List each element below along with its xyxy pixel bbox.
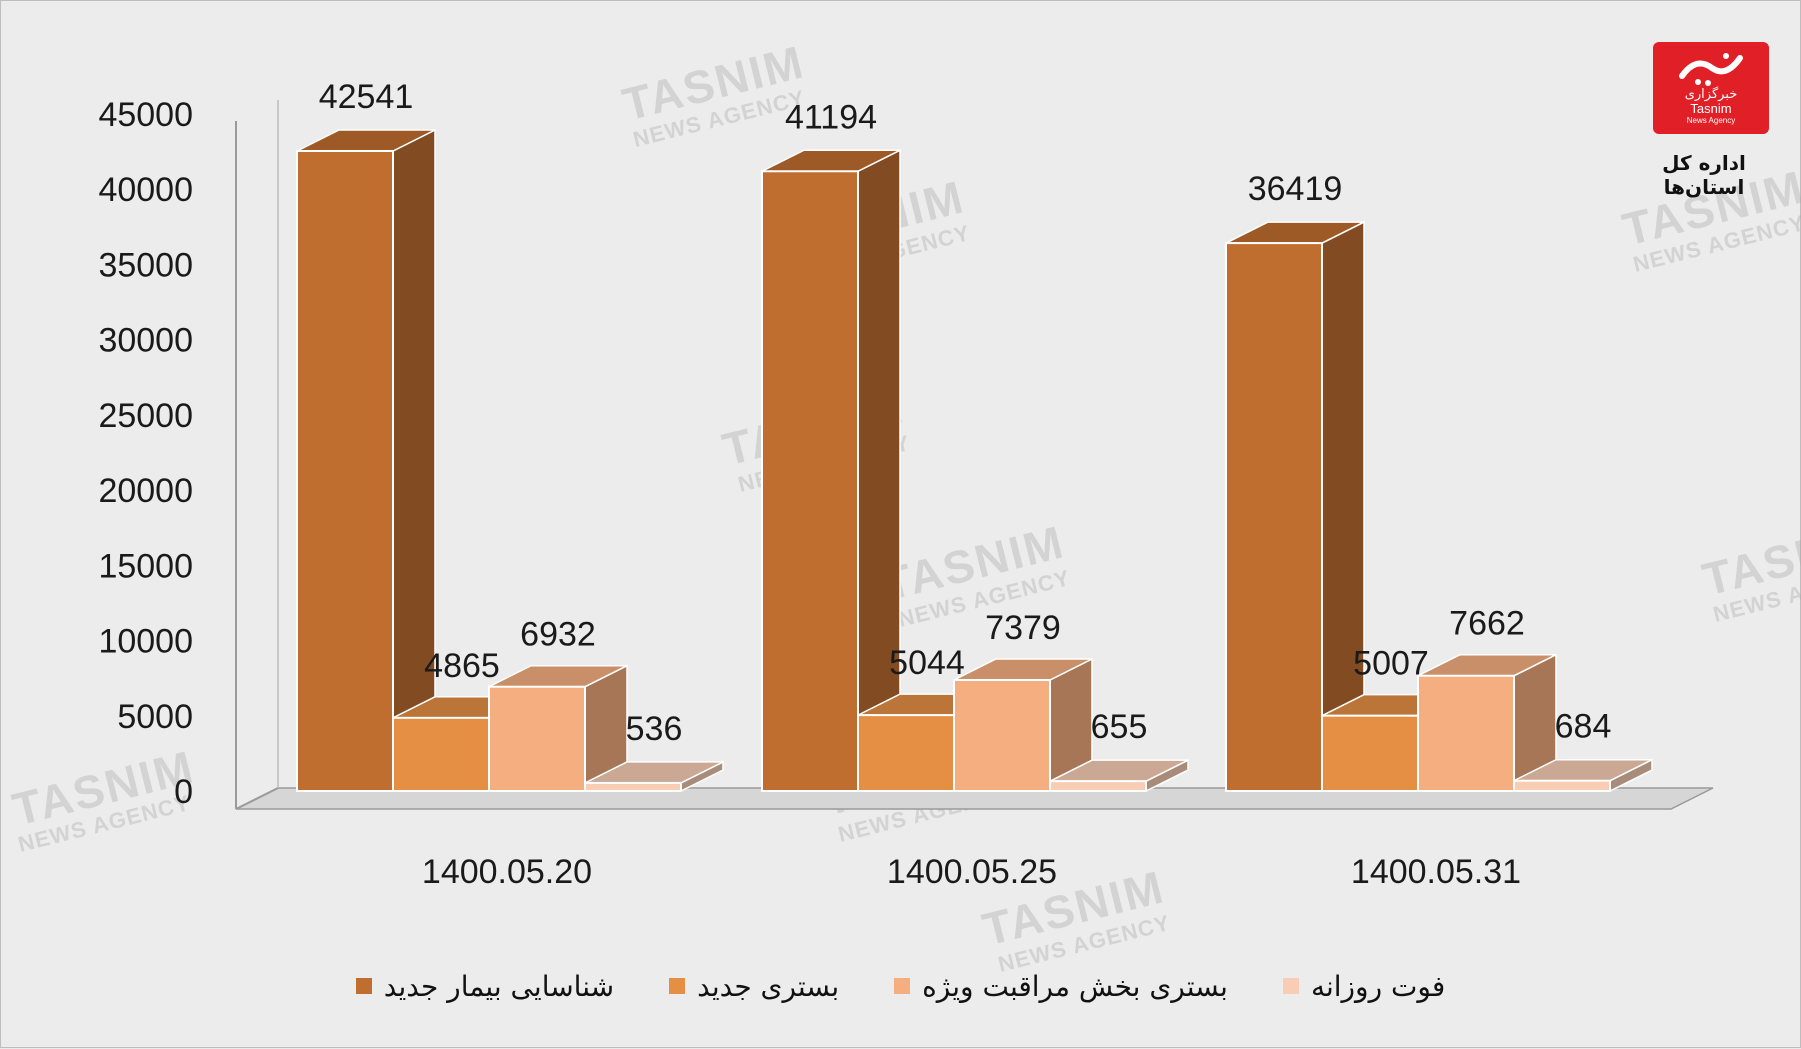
data-label: 36419	[1248, 170, 1343, 208]
data-label: 684	[1555, 708, 1612, 746]
bar	[1513, 779, 1611, 792]
bar	[296, 149, 394, 793]
bar	[1417, 674, 1515, 793]
floor-edge	[235, 787, 279, 810]
data-label: 536	[626, 710, 683, 748]
legend-label: شناسایی بیمار جدید	[383, 969, 615, 1003]
data-label: 6932	[520, 616, 596, 654]
y-tick-label: 15000	[98, 547, 193, 585]
data-label: 7379	[985, 609, 1061, 647]
publisher-caption: اداره کل استان‌ها	[1662, 151, 1746, 199]
y-tick-label: 35000	[98, 246, 193, 284]
tasnim-calligraphy-icon	[1679, 53, 1743, 86]
legend-swatch	[1282, 978, 1299, 994]
data-label: 4865	[424, 647, 500, 685]
legend-item-new-hospitalized: بستری جدید	[669, 961, 839, 1011]
legend-label: بستری جدید	[697, 969, 840, 1003]
bar-side	[857, 149, 901, 793]
logo-text-fa: خبرگزاری	[1684, 87, 1738, 102]
data-label: 42541	[319, 78, 414, 116]
x-category-label: 1400.05.20	[422, 853, 592, 891]
bar	[584, 781, 682, 792]
y-tick-label: 20000	[98, 472, 193, 510]
tasnim-logo-icon: خبرگزاری Tasnim News Agency	[1653, 42, 1769, 134]
chart-legend: شناسایی بیمار جدید بستری جدید بستری بخش …	[1, 961, 1800, 1011]
bar	[953, 678, 1051, 793]
data-label: 5044	[889, 644, 965, 682]
legend-swatch	[355, 978, 372, 994]
bar	[1225, 242, 1323, 792]
legend-label: فوت روزانه	[1310, 969, 1446, 1003]
data-label: 5007	[1353, 645, 1429, 683]
y-tick-label: 0	[174, 773, 193, 811]
legend-swatch	[894, 978, 911, 994]
legend-item-daily-deaths: فوت روزانه	[1282, 961, 1446, 1011]
logo-subtext: News Agency	[1686, 116, 1736, 125]
legend-item-new-cases: شناسایی بیمار جدید	[355, 961, 615, 1011]
data-label: 7662	[1449, 605, 1525, 643]
bar	[1049, 780, 1147, 792]
x-category-label: 1400.05.31	[1351, 853, 1521, 891]
data-label: 41194	[785, 98, 877, 136]
y-tick-label: 30000	[98, 322, 193, 360]
data-label: 655	[1091, 708, 1148, 746]
bar	[392, 716, 490, 792]
bar	[857, 714, 955, 793]
bar	[1321, 714, 1419, 793]
x-category-label: 1400.05.25	[887, 853, 1057, 891]
legend-label: بستری بخش مراقبت ویژه	[922, 969, 1228, 1003]
y-tick-label: 40000	[98, 171, 193, 209]
bar	[761, 170, 859, 792]
legend-swatch	[669, 978, 686, 994]
bar	[488, 685, 586, 792]
y-tick-label: 10000	[98, 623, 193, 661]
y-tick-label: 25000	[98, 397, 193, 435]
legend-item-icu: بستری بخش مراقبت ویژه	[894, 961, 1228, 1011]
y-tick-label: 45000	[98, 96, 193, 134]
y-tick-label: 5000	[117, 698, 193, 736]
bar-side	[392, 128, 436, 793]
logo-text-en: Tasnim	[1690, 101, 1732, 116]
